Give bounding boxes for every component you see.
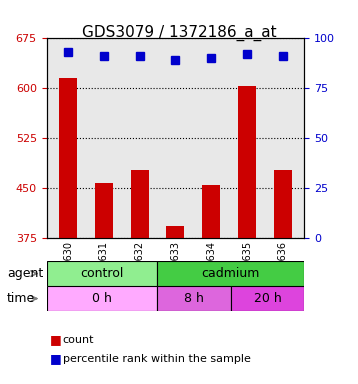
Text: 8 h: 8 h [184, 292, 204, 305]
Text: ■: ■ [50, 333, 62, 346]
Bar [131, 169, 149, 238]
Text: time: time [7, 292, 35, 305]
Text: 0 h: 0 h [92, 292, 112, 305]
Text: ■: ■ [50, 353, 62, 366]
FancyBboxPatch shape [157, 261, 304, 286]
Text: percentile rank within the sample: percentile rank within the sample [63, 354, 251, 364]
Bar [274, 170, 292, 238]
FancyBboxPatch shape [157, 286, 231, 311]
Bar [95, 183, 113, 238]
Bar [202, 185, 220, 238]
FancyBboxPatch shape [47, 286, 157, 311]
Text: cadmium: cadmium [202, 267, 260, 280]
Text: count: count [63, 335, 94, 345]
Bar [238, 86, 256, 238]
FancyBboxPatch shape [231, 286, 304, 311]
Text: control: control [80, 267, 124, 280]
FancyBboxPatch shape [47, 261, 157, 286]
Text: agent: agent [7, 267, 43, 280]
Bar [166, 226, 184, 238]
Bar [59, 78, 77, 238]
Text: 20 h: 20 h [253, 292, 281, 305]
Text: GDS3079 / 1372186_a_at: GDS3079 / 1372186_a_at [82, 25, 276, 41]
